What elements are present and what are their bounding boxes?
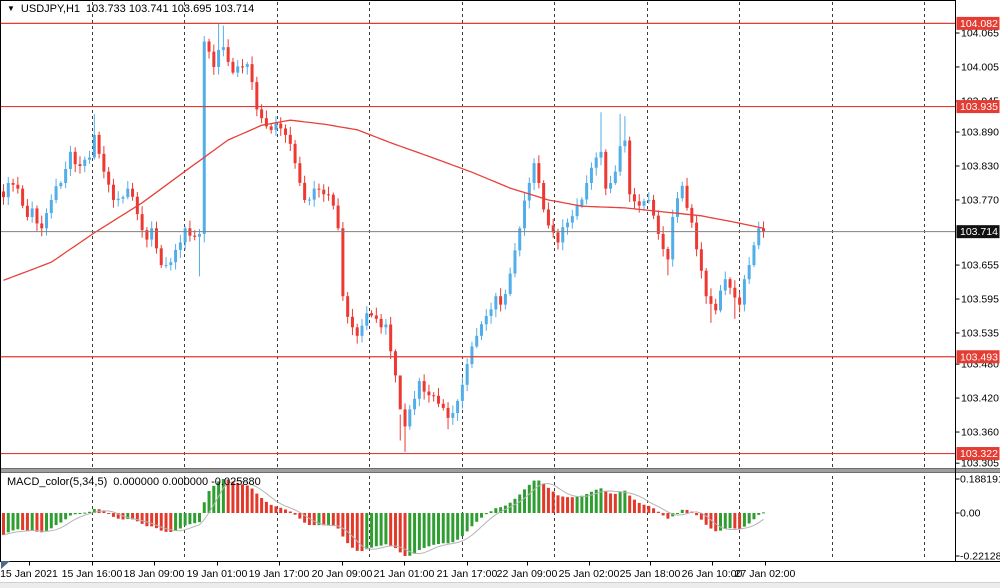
time-axis-label: 19 Jan 17:00: [249, 568, 310, 580]
macd-signal-line: [3, 480, 764, 555]
macd-indicator-name: MACD_color(5,34,5): [7, 475, 108, 488]
svg-text:103.493: 103.493: [960, 351, 998, 363]
time-axis-label: 21 Jan 01:00: [374, 568, 435, 580]
time-axis-label: 27 Jan 02:00: [735, 568, 796, 580]
time-axis-label: 22 Jan 09:00: [497, 568, 558, 580]
chart-ohlc-values: 103.733 103.741 103.695 103.714: [86, 3, 255, 15]
time-axis-label: 20 Jan 09:00: [312, 568, 373, 580]
macd-indicator-values: 0.000000 0.000000 -0.025880: [113, 475, 261, 488]
price-level-tag: 104.082: [956, 16, 1000, 30]
current-price-tag: 103.714: [956, 225, 1000, 239]
macd-histogram: [2, 479, 766, 556]
price-level-tag: 103.935: [956, 100, 1000, 114]
time-axis-label: 19 Jan 01:00: [187, 568, 248, 580]
time-axis-label: 15 Jan 2021: [0, 568, 58, 580]
moving-average-line: [3, 119, 764, 281]
grid-lines: [92, 2, 925, 560]
chart-symbol-label: USDJPY,H1: [20, 3, 81, 15]
price-tick-label: 103.770: [961, 194, 999, 206]
svg-text:103.714: 103.714: [960, 226, 998, 238]
price-tick-label: 103.535: [961, 327, 999, 339]
svg-text:103.935: 103.935: [960, 101, 998, 113]
price-level-tag: 103.493: [956, 350, 1000, 364]
price-level-lines: [0, 22, 955, 455]
svg-text:103.322: 103.322: [960, 448, 998, 460]
macd-indicator-label: MACD_color(5,34,5) 0.000000 0.000000 -0.…: [7, 475, 261, 488]
axis-corner-icon: [1, 561, 10, 569]
macd-tick-label: 0.00: [960, 508, 981, 520]
window-bottom-strip: [0, 582, 1000, 588]
price-axis[interactable]: 104.065104.005103.945103.890103.830103.7…: [955, 16, 1000, 470]
price-tick-label: 103.830: [961, 161, 999, 173]
time-axis-label: 18 Jan 09:00: [124, 568, 185, 580]
time-axis-label: 21 Jan 17:00: [437, 568, 498, 580]
time-axis[interactable]: 15 Jan 2021 15 Jan 16:00 18 Jan 09:00 19 Ja…: [0, 561, 796, 580]
time-axis-label: 25 Jan 18:00: [620, 568, 681, 580]
candles-layer: [2, 23, 766, 452]
symbol-dropdown-icon[interactable]: ▼: [7, 4, 15, 13]
time-axis-label: 26 Jan 10:00: [682, 568, 743, 580]
price-tick-label: 103.890: [961, 127, 999, 139]
macd-tick-label: -0.22128: [960, 551, 1000, 563]
time-axis-label: 15 Jan 16:00: [62, 568, 123, 580]
macd-tick-label: 0.188191: [960, 474, 1000, 486]
price-tick-label: 104.005: [961, 61, 999, 73]
svg-text:104.082: 104.082: [960, 18, 998, 30]
panel-separator: [0, 468, 1000, 473]
chart-frame: [0, 0, 1000, 562]
price-tick-label: 103.305: [961, 458, 999, 470]
price-tick-label: 104.065: [961, 28, 999, 40]
price-tick-label: 103.360: [961, 427, 999, 439]
price-tick-label: 103.655: [961, 260, 999, 272]
time-axis-label: 25 Jan 02:00: [559, 568, 620, 580]
titlebar: ▼ USDJPY,H1 103.733 103.741 103.695 103.…: [7, 2, 254, 16]
macd-axis[interactable]: 0.188191 0.00 -0.22128: [955, 474, 1000, 563]
price-tick-label: 103.595: [961, 294, 999, 306]
price-level-tag: 103.322: [956, 447, 1000, 461]
price-tick-label: 103.420: [961, 393, 999, 405]
